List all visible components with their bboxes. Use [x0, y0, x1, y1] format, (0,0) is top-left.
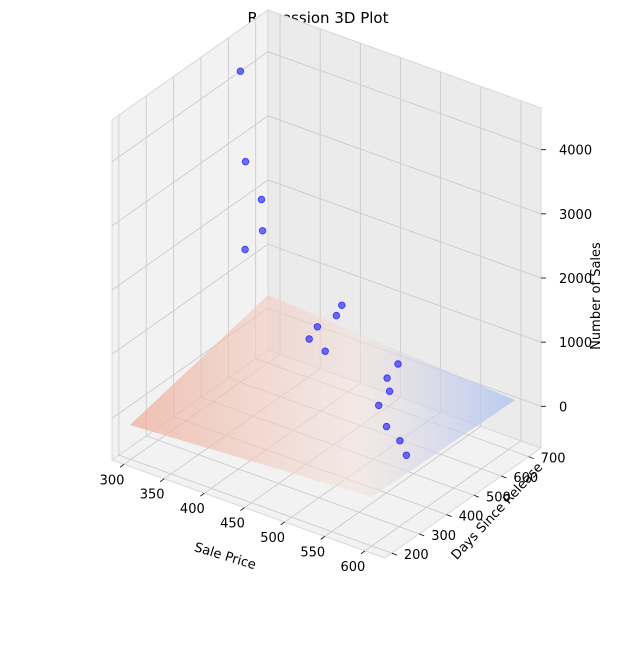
x-tick-label: 550: [300, 545, 325, 560]
z-tick-label: 0: [559, 400, 567, 415]
y-tick-mark: [419, 533, 425, 537]
y-tick-label: 400: [459, 510, 484, 525]
grid-line-z: [111, 51, 542, 163]
x-tick-label: 300: [100, 473, 125, 488]
x-tick-mark: [119, 464, 125, 468]
z-axis-label: Number of Sales: [589, 242, 604, 350]
x-tick-mark: [200, 492, 205, 497]
grid-line-z: [111, 243, 542, 355]
x-tick-mark: [360, 550, 366, 555]
data-point: [321, 347, 329, 355]
data-point: [241, 245, 249, 254]
y-tick-mark: [473, 494, 480, 498]
grid-line-z: [111, 179, 542, 291]
y-tick-label: 600: [513, 471, 538, 486]
y-tick-mark: [391, 552, 397, 556]
data-point: [383, 374, 391, 382]
tick-labels: 3003504004505005506002003004005006007000…: [100, 144, 592, 575]
grid-line-z: [111, 115, 542, 227]
data-point: [236, 67, 245, 75]
data-point: [396, 437, 404, 445]
data-point: [394, 360, 402, 368]
data-point: [305, 335, 313, 343]
y-tick-label: 700: [541, 452, 566, 467]
x-tick-mark: [320, 536, 326, 540]
data-point: [338, 301, 346, 309]
x-tick-label: 450: [220, 517, 245, 532]
z-tick-label: 2000: [559, 272, 592, 287]
grid-line-y: [145, 95, 420, 535]
z-tick-label: 4000: [559, 144, 592, 159]
data-point: [402, 451, 411, 459]
x-tick-label: 600: [341, 560, 366, 575]
z-tick-label: 3000: [559, 208, 592, 223]
data-point: [241, 157, 250, 166]
y-tick-mark: [501, 475, 507, 479]
y-tick-mark: [446, 514, 452, 517]
x-tick-mark: [280, 521, 285, 526]
grid-line-x: [324, 86, 482, 537]
y-tick-label: 500: [486, 490, 511, 505]
regression-surface: [130, 295, 515, 497]
grid-line-x: [364, 100, 522, 552]
y-tick-label: 200: [404, 548, 429, 563]
data-point: [258, 227, 267, 235]
x-tick-label: 500: [260, 531, 285, 546]
x-tick-mark: [159, 478, 165, 483]
data-point: [332, 311, 341, 320]
x-tick-label: 400: [180, 502, 205, 517]
x-tick-mark: [240, 507, 245, 511]
data-point: [375, 401, 383, 410]
grid-line-y: [118, 115, 392, 554]
y-tick-mark: [528, 456, 534, 460]
data-point: [257, 195, 266, 204]
data-points: [236, 67, 411, 459]
y-tick-label: 300: [431, 529, 456, 544]
data-point: [385, 387, 394, 395]
x-tick-label: 350: [140, 488, 165, 503]
x-axis-label: Sale Price: [192, 540, 257, 573]
z-tick-label: 1000: [559, 336, 592, 351]
data-point: [382, 422, 391, 431]
data-point: [313, 323, 322, 331]
